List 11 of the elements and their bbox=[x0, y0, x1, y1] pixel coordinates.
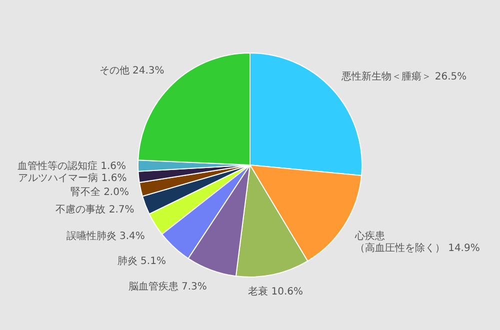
slice-label: アルツハイマー病 1.6% bbox=[18, 172, 127, 184]
slice-label: 腎不全 2.0% bbox=[70, 186, 129, 198]
slice-label: 肺炎 5.1% bbox=[117, 255, 166, 268]
slice-label: 血管性等の認知症 1.6% bbox=[17, 160, 126, 172]
slice-label: 不慮の事故 2.7% bbox=[56, 204, 134, 216]
slice-label: 誤嚥性肺炎 3.4% bbox=[66, 230, 145, 242]
slice-label: 脳血管疾患 7.3% bbox=[128, 280, 207, 292]
slice-label: 心疾患（高血圧性を除く） 14.9% bbox=[354, 230, 480, 254]
slice-label: 悪性新生物＜腫瘍＞ 26.5% bbox=[340, 70, 467, 83]
slice-label: 老衰 10.6% bbox=[248, 285, 304, 298]
slice-label: その他 24.3% bbox=[99, 64, 164, 76]
